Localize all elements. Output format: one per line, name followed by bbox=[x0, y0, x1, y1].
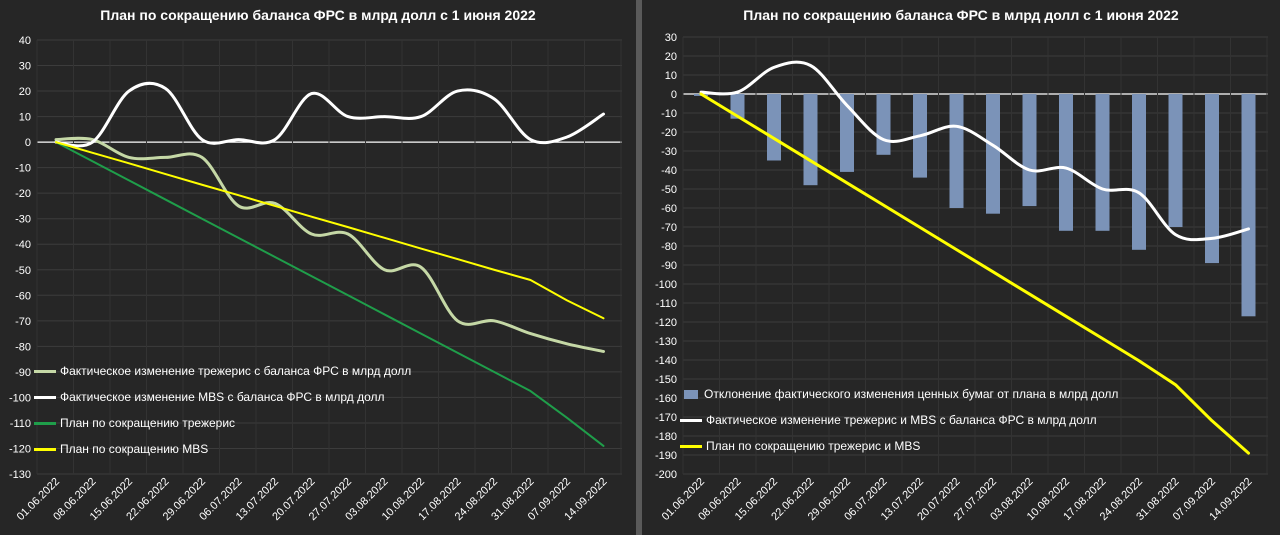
y-tick-label: 40 bbox=[19, 35, 31, 47]
legend-swatch bbox=[34, 369, 56, 373]
y-tick-label: -200 bbox=[655, 469, 677, 481]
y-tick-label: -30 bbox=[15, 214, 31, 226]
bar-deviation bbox=[1241, 94, 1256, 317]
y-tick-label: -100 bbox=[655, 279, 677, 291]
y-tick-label: -150 bbox=[655, 374, 677, 386]
legend-item: Фактическое изменение трежерис и MBS с б… bbox=[680, 407, 1118, 433]
series-line-2 bbox=[699, 92, 1250, 455]
legend-item: Фактическое изменение MBS с баланса ФРС … bbox=[34, 384, 411, 410]
y-tick-label: -20 bbox=[15, 188, 31, 200]
legend-label: План по сокращению трежерис и MBS bbox=[706, 439, 921, 453]
bar-deviation bbox=[876, 94, 891, 155]
bar-deviation bbox=[1168, 94, 1183, 227]
legend-swatch bbox=[680, 418, 702, 422]
series-line-0 bbox=[54, 136, 605, 353]
y-tick-label: -90 bbox=[15, 367, 31, 379]
y-tick-label: -120 bbox=[9, 443, 31, 455]
y-tick-label: 20 bbox=[665, 51, 677, 63]
y-tick-label: -110 bbox=[656, 298, 677, 310]
legend-item: План по сокращению трежерис bbox=[34, 410, 411, 436]
y-tick-label: 20 bbox=[19, 86, 31, 98]
series-line-2 bbox=[55, 141, 605, 447]
left-chart-legend: Фактическое изменение трежерис с баланса… bbox=[34, 358, 411, 462]
bar-deviation bbox=[986, 94, 1000, 214]
y-tick-label: -90 bbox=[661, 260, 677, 272]
y-tick-label: -130 bbox=[9, 469, 31, 481]
right-chart-legend: Отклонение фактического изменения ценных… bbox=[680, 381, 1118, 459]
y-tick-label: -70 bbox=[15, 316, 31, 328]
legend-swatch bbox=[34, 421, 56, 425]
legend-label: Отклонение фактического изменения ценных… bbox=[704, 387, 1119, 401]
bar-deviation bbox=[803, 94, 818, 186]
bar-deviation bbox=[1095, 94, 1110, 231]
series-line-3 bbox=[55, 141, 605, 320]
y-tick-label: 0 bbox=[25, 137, 31, 149]
y-tick-label: -20 bbox=[661, 127, 677, 139]
legend-label: План по сокращению трежерис bbox=[60, 416, 236, 430]
y-tick-label: -160 bbox=[655, 393, 677, 405]
legend-label: План по сокращению MBS bbox=[60, 442, 209, 456]
y-tick-label: -80 bbox=[15, 341, 31, 353]
y-tick-label: 10 bbox=[665, 70, 677, 82]
y-tick-label: -140 bbox=[655, 355, 677, 367]
legend-label: Фактическое изменение трежерис и MBS с б… bbox=[706, 413, 1097, 427]
legend-item: Отклонение фактического изменения ценных… bbox=[680, 381, 1118, 407]
y-tick-label: -10 bbox=[15, 163, 31, 175]
legend-label: Фактическое изменение MBS с баланса ФРС … bbox=[60, 390, 385, 404]
legend-swatch bbox=[34, 447, 56, 451]
bar-deviation bbox=[767, 94, 781, 161]
series-line-1 bbox=[699, 60, 1250, 242]
legend-item: План по сокращению MBS bbox=[34, 436, 411, 462]
legend-item: План по сокращению трежерис и MBS bbox=[680, 433, 1118, 459]
legend-swatch bbox=[34, 395, 56, 399]
y-tick-label: -60 bbox=[15, 290, 31, 302]
bar-deviation bbox=[1132, 94, 1146, 250]
y-tick-label: 30 bbox=[19, 61, 31, 73]
y-tick-label: -120 bbox=[655, 317, 677, 329]
y-tick-label: -10 bbox=[661, 108, 677, 120]
bar-deviation bbox=[1022, 94, 1037, 207]
left-chart-svg: 40 30 20 10 0 -10 -20 -30 -40 -50 -60 -70 -80 -90 -100… bbox=[9, 35, 622, 523]
y-tick-label: 30 bbox=[665, 32, 677, 44]
legend-label: Фактическое изменение трежерис с баланса… bbox=[60, 364, 412, 378]
y-tick-label: -100 bbox=[9, 392, 31, 404]
y-tick-label: -40 bbox=[15, 239, 31, 251]
right-chart-svg: 30 20 10 0 -10 -20 -30 -40 -50 -60 -70 -80 -90 -100 -1… bbox=[655, 32, 1268, 523]
y-tick-label: -50 bbox=[661, 184, 677, 196]
y-tick-label: -180 bbox=[655, 431, 677, 443]
bar-deviation bbox=[1059, 94, 1073, 231]
y-tick-label: -50 bbox=[15, 265, 31, 277]
series-line-1 bbox=[54, 81, 605, 148]
y-tick-label: -110 bbox=[10, 418, 31, 430]
bar-deviation bbox=[949, 94, 964, 208]
left-chart-panel: План по сокращению баланса ФРС в млрд до… bbox=[0, 0, 636, 535]
legend-item: Фактическое изменение трежерис с баланса… bbox=[34, 358, 411, 384]
legend-swatch bbox=[680, 444, 702, 448]
right-chart-title: План по сокращению баланса ФРС в млрд до… bbox=[743, 7, 1179, 23]
bar-deviation bbox=[840, 94, 854, 172]
legend-swatch bbox=[684, 389, 698, 399]
y-tick-label: -60 bbox=[661, 203, 677, 215]
y-tick-label: 10 bbox=[19, 112, 31, 124]
left-chart-title: План по сокращению баланса ФРС в млрд до… bbox=[100, 7, 536, 23]
y-tick-label: -130 bbox=[655, 336, 677, 348]
y-tick-label: -170 bbox=[655, 412, 677, 424]
y-tick-label: 0 bbox=[671, 89, 677, 101]
y-tick-label: -70 bbox=[661, 222, 677, 234]
right-chart-panel: План по сокращению баланса ФРС в млрд до… bbox=[642, 0, 1280, 535]
y-tick-label: -40 bbox=[661, 165, 677, 177]
y-tick-label: -30 bbox=[661, 146, 677, 158]
y-tick-label: -190 bbox=[655, 450, 677, 462]
bar-deviation bbox=[1205, 94, 1219, 264]
y-tick-label: -80 bbox=[661, 241, 677, 253]
